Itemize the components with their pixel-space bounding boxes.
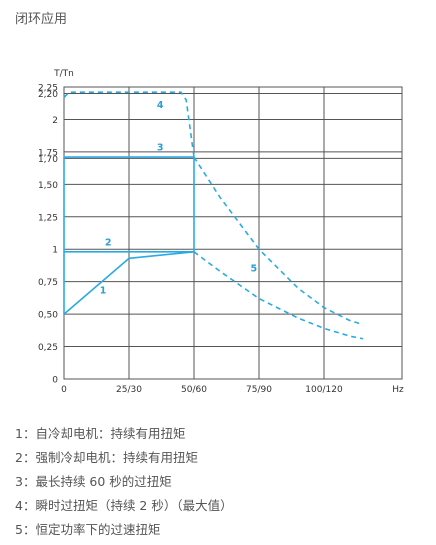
series-5b-line — [193, 251, 364, 340]
series-1-line — [63, 251, 195, 315]
x-axis-label: Hz — [392, 385, 404, 395]
y-tick-label: 2 — [52, 116, 58, 126]
x-tick-label: 25/30 — [116, 385, 142, 395]
torque-frequency-chart: 0 0,25 0,50 0,75 1 1,25 1,50 1,70 1,75 2 2,20 2,25 0… — [38, 69, 404, 395]
y-tick-label: 2,20 — [38, 90, 58, 100]
series-4-line — [63, 91, 195, 158]
y-tick-label: 0,25 — [38, 343, 58, 353]
plot-frame — [63, 86, 403, 380]
y-tick-label: 0,50 — [38, 311, 58, 321]
x-tick-label: 0 — [61, 385, 67, 395]
curve-label-3: 3 — [157, 143, 164, 154]
x-tick-label: 100/120 — [305, 385, 343, 395]
y-tick-label: 2,25 — [38, 84, 58, 94]
legend-item-5: 5：恒定功率下的过速扭矩 — [15, 522, 161, 537]
y-axis-label: T/Tn — [53, 69, 74, 79]
legend-item-4: 4：瞬时过扭矩（持续 2 秒）（最大值） — [15, 498, 233, 513]
chart-canvas: 0 0,25 0,50 0,75 1 1,25 1,50 1,701,75 2 2,202,25 0… — [38, 69, 404, 395]
y-tick-label: 1 — [52, 246, 58, 256]
page-title: 闭环应用 — [15, 12, 68, 27]
legend-item-3: 3：最长持续 60 秒的过扭矩 — [15, 474, 172, 489]
y-tick-label: 0,75 — [38, 278, 58, 288]
curve-label-5: 5 — [250, 263, 257, 274]
y-tick-label: 1,50 — [38, 181, 58, 191]
y-tick-label: 1,70 — [38, 155, 58, 165]
series-3-line — [63, 156, 195, 315]
y-tick-label: 1,75 — [38, 148, 58, 158]
curve-label-1: 1 — [100, 285, 107, 296]
y-tick-label: 0 — [52, 376, 58, 386]
y-tick-label: 1,25 — [38, 213, 58, 223]
legend-item-2: 2：强制冷却电机：持续有用扭矩 — [15, 450, 198, 465]
legend-item-1: 1：自冷却电机：持续有用扭矩 — [15, 426, 186, 441]
curve-label-2: 2 — [105, 237, 112, 248]
x-tick-label: 50/60 — [181, 385, 207, 395]
x-tick-label: 75/90 — [246, 385, 272, 395]
series-5-line — [193, 156, 364, 326]
chart-legend: 1：自冷却电机：持续有用扭矩 2：强制冷却电机：持续有用扭矩 3：最长持续 60… — [15, 422, 233, 542]
curve-label-4: 4 — [157, 100, 164, 111]
